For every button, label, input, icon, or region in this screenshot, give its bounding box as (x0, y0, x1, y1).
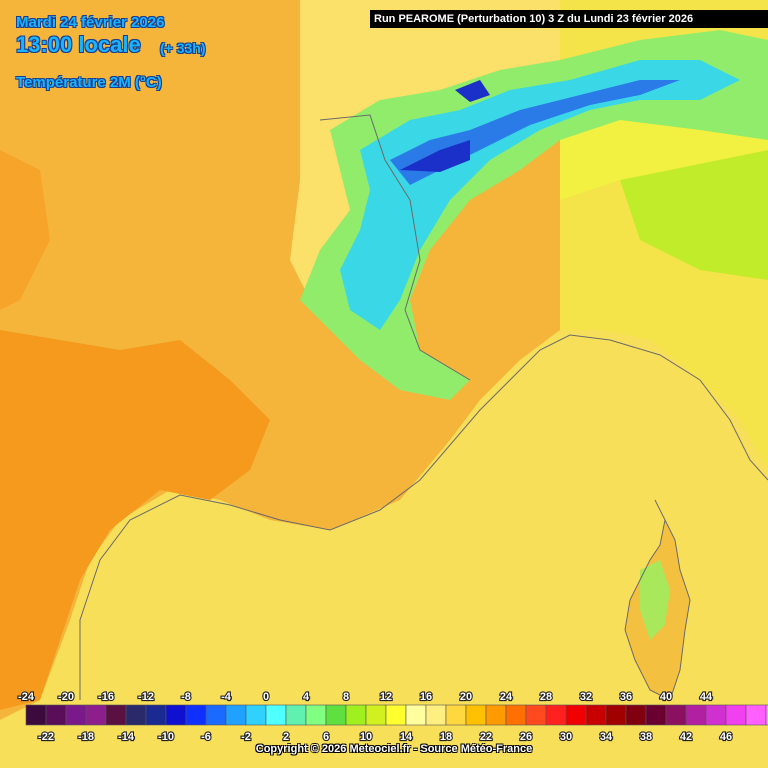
corsica-mountains (640, 560, 670, 640)
alps-deep-blue (400, 140, 470, 172)
run-info-banner: Run PEAROME (Perturbation 10) 3 Z du Lun… (370, 10, 768, 28)
alps-cyan (340, 60, 740, 330)
forecast-lead-time: (+ 33h) (160, 40, 206, 56)
alps-deep-blue-2 (455, 80, 490, 102)
variable-label: Température 2M (°C) (16, 74, 162, 91)
warm-zone-sw (0, 330, 270, 710)
coastline (79, 334, 768, 700)
corsica-outline (624, 499, 691, 701)
warm-zone-left (0, 150, 50, 310)
forecast-time: 13:00 locale (16, 32, 141, 57)
copyright-text: Copyright © 2026 Meteociel.fr - Source M… (255, 743, 533, 755)
forecast-date: Mardi 24 février 2026 (16, 14, 165, 31)
po-valley-green (620, 150, 768, 280)
border-line (319, 114, 471, 381)
